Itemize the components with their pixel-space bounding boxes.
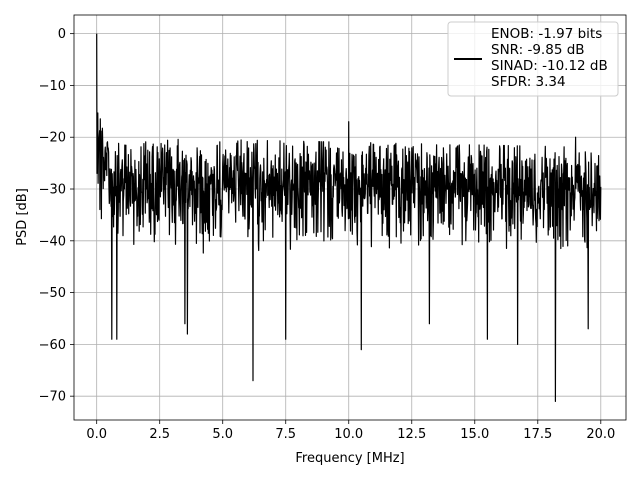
y-axis-label: PSD [dB]	[15, 188, 30, 246]
legend-line-sfdr: SFDR: 3.34	[491, 74, 566, 90]
legend-line-snr: SNR: -9.85 dB	[491, 42, 585, 58]
y-tick-label: −30	[39, 183, 66, 198]
legend-line-sinad: SINAD: -10.12 dB	[491, 58, 608, 74]
y-tick-label: −20	[39, 131, 66, 146]
y-tick-label: −10	[39, 79, 66, 94]
x-tick-label: 12.5	[397, 427, 426, 442]
x-tick-label: 0.0	[86, 427, 107, 442]
x-tick-label: 2.5	[149, 427, 170, 442]
psd-series-line	[96, 33, 602, 402]
y-tick-label: −40	[39, 234, 66, 249]
legend: ENOB: -1.97 bits SNR: -9.85 dB SINAD: -1…	[447, 21, 619, 97]
ticks: 0.0 2.5 5.0 7.5 10.0 12.5 15.0 17.5 20.0 0 −10 −20 −…	[39, 27, 616, 442]
series-layer	[96, 33, 602, 402]
y-tick-label: 0	[58, 27, 66, 42]
x-tick-label: 5.0	[212, 427, 233, 442]
plot-frame	[73, 14, 627, 421]
y-tick-label: −70	[39, 390, 66, 405]
y-tick-label: −60	[39, 338, 66, 353]
x-tick-label: 17.5	[523, 427, 552, 442]
x-axis-label: Frequency [MHz]	[295, 451, 404, 466]
x-tick-label: 15.0	[460, 427, 489, 442]
y-tick-label: −50	[39, 286, 66, 301]
legend-box	[447, 21, 619, 97]
x-tick-label: 10.0	[334, 427, 363, 442]
x-tick-label: 7.5	[275, 427, 296, 442]
legend-line-enob: ENOB: -1.97 bits	[491, 26, 602, 42]
x-tick-label: 20.0	[586, 427, 615, 442]
